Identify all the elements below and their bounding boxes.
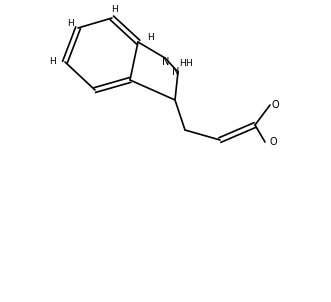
Text: H: H [185, 59, 191, 68]
Text: N: N [162, 57, 170, 67]
Text: N: N [172, 67, 180, 77]
Text: O: O [269, 137, 277, 147]
Text: O: O [271, 100, 279, 110]
Text: H: H [67, 18, 73, 27]
Text: H: H [180, 59, 186, 69]
Text: H: H [112, 5, 118, 14]
Text: H: H [147, 33, 153, 41]
Text: H: H [50, 57, 56, 66]
